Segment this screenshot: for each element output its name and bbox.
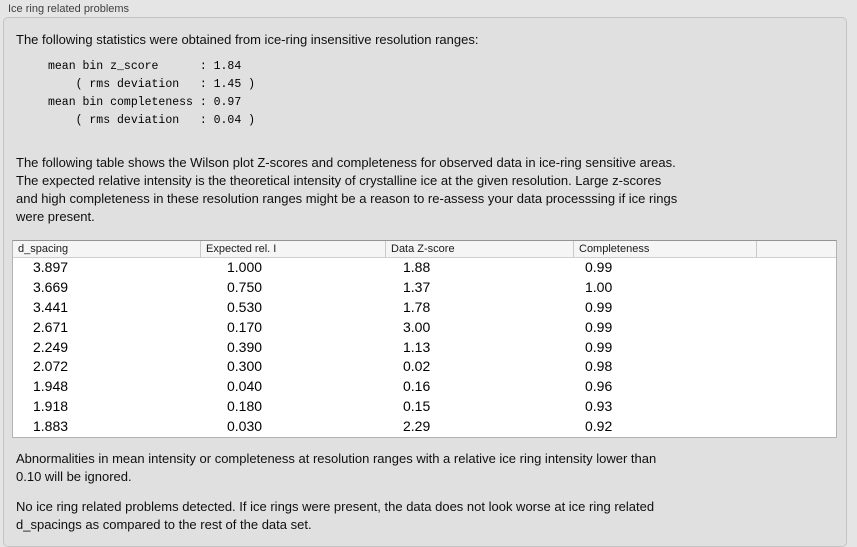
ice-ring-panel: The following statistics were obtained f… xyxy=(3,17,847,547)
column-header-expected-rel-i[interactable]: Expected rel. I xyxy=(201,241,386,257)
column-header-filler xyxy=(757,241,836,257)
table-cell: 0.92 xyxy=(585,418,613,434)
stats-block: mean bin z_score : 1.84 ( rms deviation … xyxy=(48,60,256,127)
table-row[interactable]: 2.072 0.300 0.02 0.98 xyxy=(13,357,836,377)
table-cell: 1.78 xyxy=(403,298,431,315)
table-cell: 1.918 xyxy=(33,398,69,415)
table-cell: 0.93 xyxy=(585,398,613,415)
table-cell xyxy=(757,397,836,417)
table-cell xyxy=(757,338,836,358)
table-cell: 1.88 xyxy=(403,259,431,275)
description-text: The following table shows the Wilson plo… xyxy=(16,155,678,224)
table-cell: 0.98 xyxy=(585,358,613,375)
column-header-d-spacing[interactable]: d_spacing xyxy=(13,241,201,257)
table-cell: 0.96 xyxy=(585,378,613,395)
table-body: 3.897 1.000 1.88 0.99 3.669 0.750 1.37 1.00 3.44… xyxy=(13,258,836,437)
table-row[interactable]: 3.669 0.750 1.37 1.00 xyxy=(13,278,836,298)
table-header-row: d_spacing Expected rel. I Data Z-score C… xyxy=(13,241,836,258)
table-cell: 0.530 xyxy=(227,298,263,315)
table-cell: 1.948 xyxy=(33,378,69,395)
table-row[interactable]: 1.883 0.030 2.29 0.92 xyxy=(13,417,836,437)
table-cell: 0.99 xyxy=(585,259,613,275)
table-row[interactable]: 1.948 0.040 0.16 0.96 xyxy=(13,377,836,397)
ice-ring-table[interactable]: d_spacing Expected rel. I Data Z-score C… xyxy=(12,240,837,438)
table-cell: 1.883 xyxy=(33,418,69,434)
table-row[interactable]: 2.249 0.390 1.13 0.99 xyxy=(13,338,836,358)
table-cell: 3.669 xyxy=(33,278,69,295)
table-cell: 1.00 xyxy=(585,278,613,295)
conclusion-text: No ice ring related problems detected. I… xyxy=(16,499,655,532)
table-cell: 2.29 xyxy=(403,418,431,434)
table-cell: 0.99 xyxy=(585,338,613,355)
intro-text: The following statistics were obtained f… xyxy=(16,32,479,47)
table-cell: 0.15 xyxy=(403,398,431,415)
table-cell: 3.00 xyxy=(403,318,431,335)
table-cell: 3.441 xyxy=(33,298,69,315)
panel-title: Ice ring related problems xyxy=(8,3,130,15)
table-cell: 0.750 xyxy=(227,278,263,295)
table-cell: 0.030 xyxy=(227,418,263,434)
table-cell: 0.300 xyxy=(227,358,263,375)
table-cell xyxy=(757,417,836,437)
table-row[interactable]: 2.671 0.170 3.00 0.99 xyxy=(13,318,836,338)
table-cell xyxy=(757,377,836,397)
table-cell: 1.000 xyxy=(227,259,263,275)
table-cell: 0.040 xyxy=(227,378,263,395)
table-cell xyxy=(757,318,836,338)
table-row[interactable]: 1.918 0.180 0.15 0.93 xyxy=(13,397,836,417)
table-row[interactable]: 3.897 1.000 1.88 0.99 xyxy=(13,258,836,278)
table-cell: 0.390 xyxy=(227,338,263,355)
table-cell xyxy=(757,298,836,318)
table-cell: 0.99 xyxy=(585,318,613,335)
table-cell: 1.37 xyxy=(403,278,431,295)
table-cell: 2.072 xyxy=(33,358,69,375)
page-background: { "panel": { "title": "Ice ring related … xyxy=(3,3,847,547)
table-cell: 2.249 xyxy=(33,338,69,355)
table-cell: 0.99 xyxy=(585,298,613,315)
table-cell: 3.897 xyxy=(33,259,69,275)
table-cell: 1.13 xyxy=(403,338,431,355)
table-cell: 0.02 xyxy=(403,358,431,375)
table-cell xyxy=(757,258,836,278)
ignore-threshold-note: Abnormalities in mean intensity or compl… xyxy=(16,451,657,484)
table-cell: 0.180 xyxy=(227,398,263,415)
table-row[interactable]: 3.441 0.530 1.78 0.99 xyxy=(13,298,836,318)
table-cell xyxy=(757,278,836,298)
table-cell: 0.16 xyxy=(403,378,431,395)
table-cell: 2.671 xyxy=(33,318,69,335)
column-header-completeness[interactable]: Completeness xyxy=(574,241,757,257)
table-cell: 0.170 xyxy=(227,318,263,335)
column-header-data-z-score[interactable]: Data Z-score xyxy=(386,241,574,257)
table-cell xyxy=(757,357,836,377)
